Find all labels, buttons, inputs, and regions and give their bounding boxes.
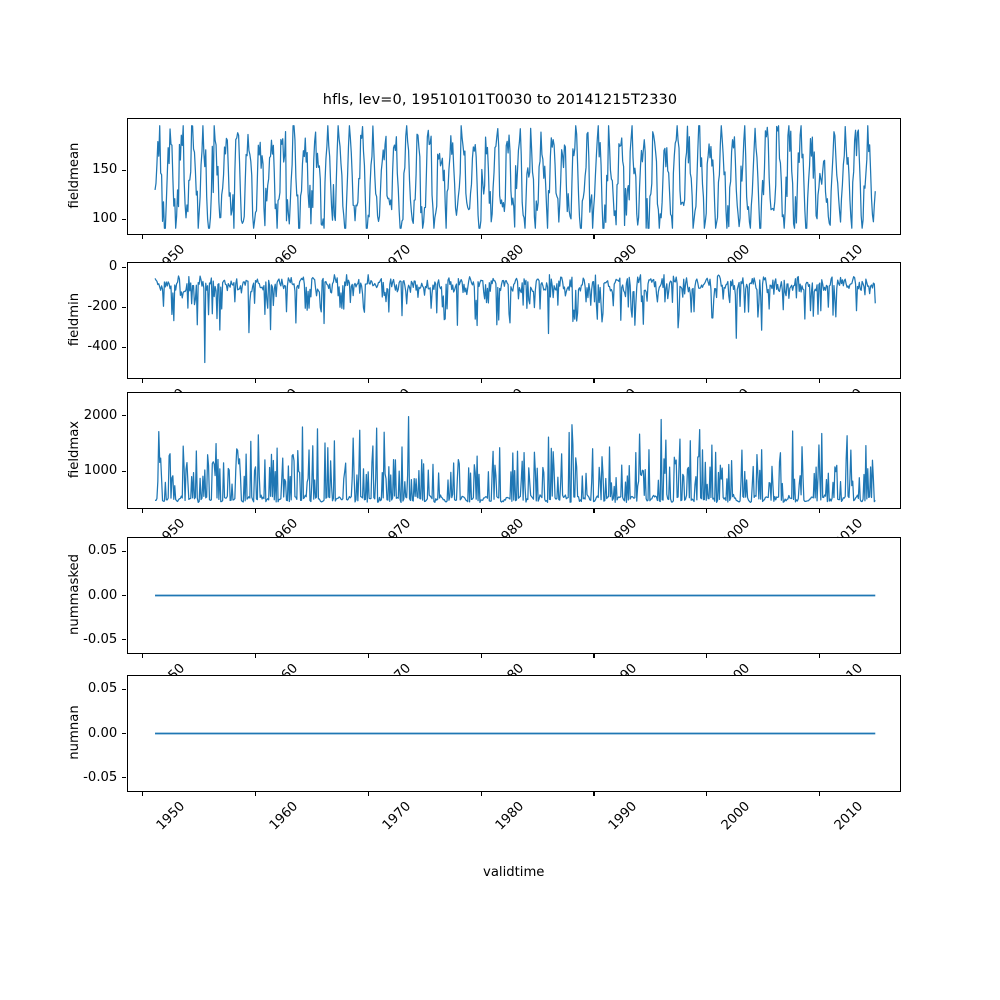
plot-panel-fieldmean — [126, 118, 901, 235]
xtick-label-numnan-6: 2010 — [831, 799, 866, 834]
ytick-mark-fieldmin-2 — [122, 266, 127, 268]
ytick-label-fieldmin-0: -400 — [87, 339, 118, 354]
xtick-mark-fieldmax-5 — [706, 509, 708, 514]
ytick-mark-numnan-2 — [122, 688, 127, 690]
series-line-fieldmean — [153, 125, 876, 229]
xtick-mark-numnan-4 — [593, 792, 595, 797]
xtick-mark-nummasked-6 — [819, 654, 821, 659]
ytick-label-numnan-2: 0.05 — [87, 681, 118, 697]
ytick-mark-fieldmin-0 — [122, 346, 127, 348]
xtick-mark-numnan-2 — [367, 792, 369, 797]
xtick-mark-fieldmax-4 — [593, 509, 595, 514]
ytick-mark-fieldmin-1 — [122, 306, 127, 308]
series-line-fieldmax — [154, 416, 876, 504]
xtick-mark-nummasked-5 — [706, 654, 708, 659]
xtick-mark-fieldmean-6 — [819, 235, 821, 240]
xtick-mark-fieldmin-3 — [480, 379, 482, 384]
ytick-label-fieldmean-0: 100 — [92, 211, 118, 227]
ytick-mark-fieldmean-1 — [122, 169, 127, 171]
ytick-label-numnan-1: 0.00 — [87, 725, 118, 741]
ytick-mark-nummasked-0 — [122, 639, 127, 641]
xtick-mark-numnan-5 — [706, 792, 708, 797]
xtick-mark-nummasked-0 — [141, 654, 143, 659]
xtick-mark-numnan-1 — [254, 792, 256, 797]
xtick-mark-fieldmin-5 — [706, 379, 708, 384]
xtick-mark-fieldmin-1 — [254, 379, 256, 384]
xtick-mark-fieldmax-1 — [254, 509, 256, 514]
xtick-mark-nummasked-3 — [480, 654, 482, 659]
xtick-mark-fieldmean-3 — [480, 235, 482, 240]
ytick-mark-numnan-0 — [122, 777, 127, 779]
series-line-fieldmin — [153, 274, 876, 364]
ytick-mark-numnan-1 — [122, 733, 127, 735]
xtick-mark-fieldmean-4 — [593, 235, 595, 240]
xtick-mark-fieldmax-2 — [367, 509, 369, 514]
yaxis-label-numnan: numnan — [66, 704, 82, 760]
ytick-mark-nummasked-2 — [122, 550, 127, 552]
ytick-mark-nummasked-1 — [122, 595, 127, 597]
ytick-label-fieldmin-2: 0 — [108, 259, 118, 274]
xtick-label-numnan-1: 1960 — [267, 799, 302, 834]
yaxis-label-nummasked: nummasked — [66, 553, 82, 635]
ytick-label-fieldmax-0: 1000 — [83, 463, 118, 479]
xtick-mark-numnan-0 — [141, 792, 143, 797]
xtick-mark-fieldmean-0 — [141, 235, 143, 240]
ytick-label-fieldmax-1: 2000 — [83, 407, 118, 423]
page-title: hfls, lev=0, 19510101T0030 to 20141215T2… — [322, 92, 678, 108]
ytick-mark-fieldmax-1 — [122, 415, 127, 417]
xtick-mark-fieldmax-3 — [480, 509, 482, 514]
plot-panel-numnan — [126, 675, 901, 792]
xaxis-label: validtime — [483, 865, 545, 880]
xtick-mark-fieldmax-6 — [819, 509, 821, 514]
ytick-label-numnan-0: -0.05 — [83, 769, 118, 785]
xtick-mark-fieldmin-0 — [141, 379, 143, 384]
xtick-mark-fieldmin-2 — [367, 379, 369, 384]
plot-panel-fieldmin — [126, 262, 901, 379]
ytick-mark-fieldmax-0 — [122, 470, 127, 473]
xtick-mark-fieldmax-0 — [141, 509, 143, 514]
yaxis-label-fieldmean: fieldmean — [66, 142, 82, 208]
xtick-label-numnan-0: 1950 — [154, 799, 189, 834]
xtick-mark-nummasked-1 — [254, 654, 256, 659]
xtick-mark-fieldmin-6 — [819, 379, 821, 384]
xtick-label-numnan-3: 1980 — [492, 799, 528, 834]
xtick-mark-fieldmean-2 — [367, 235, 369, 240]
plot-panel-fieldmax — [126, 392, 901, 509]
ytick-label-fieldmin-1: -200 — [87, 299, 118, 314]
ytick-label-nummasked-1: 0.00 — [87, 587, 118, 603]
plot-panel-nummasked — [126, 537, 901, 654]
xtick-mark-fieldmin-4 — [593, 379, 595, 384]
xtick-mark-numnan-3 — [480, 792, 482, 797]
xtick-mark-fieldmean-1 — [254, 235, 256, 240]
xtick-mark-fieldmean-5 — [706, 235, 708, 240]
xtick-label-numnan-2: 1970 — [379, 799, 415, 834]
xtick-label-numnan-5: 2000 — [718, 799, 753, 834]
xtick-mark-nummasked-4 — [593, 654, 595, 659]
xtick-mark-numnan-6 — [819, 792, 821, 797]
xtick-mark-nummasked-2 — [367, 654, 369, 659]
ytick-label-nummasked-0: -0.05 — [83, 631, 118, 647]
yaxis-label-fieldmax: fieldmax — [66, 420, 82, 478]
xtick-label-numnan-4: 1990 — [605, 799, 641, 834]
ytick-label-fieldmean-1: 150 — [92, 162, 118, 178]
ytick-mark-fieldmean-0 — [122, 218, 127, 220]
ytick-label-nummasked-2: 0.05 — [87, 543, 118, 559]
